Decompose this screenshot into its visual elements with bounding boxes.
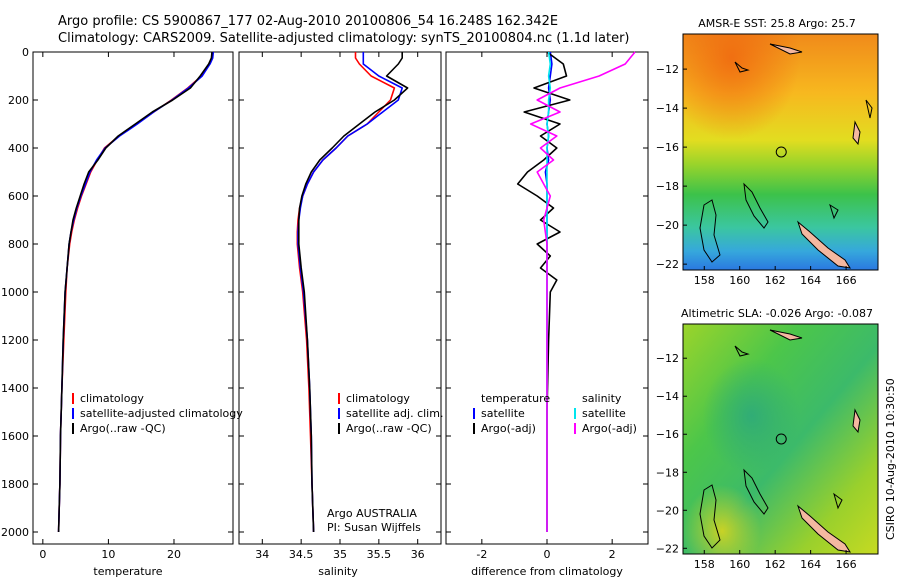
sla-map-ytick-label: −16	[656, 428, 679, 441]
difference-series-1	[516, 51, 571, 532]
sst-map-xtick-label: 158	[694, 274, 715, 287]
sst-coastlines	[699, 43, 873, 269]
legend-label-sal-satellite: satellite	[582, 407, 626, 420]
depth-tick-label: 2000	[1, 526, 29, 539]
salinity-plot: 34 34.5 35 35.5 36	[239, 51, 441, 561]
sst-map-title: AMSR-E SST: 25.8 Argo: 25.7	[698, 17, 856, 30]
sla-map-ytick-label: −22	[656, 542, 679, 555]
salinity-xtick-label: 36	[411, 548, 425, 561]
sla-high-patch	[683, 324, 878, 554]
depth-tick-label: 1800	[1, 478, 29, 491]
difference-xtick-label: -2	[476, 548, 487, 561]
sla-map-xtick-label: 162	[765, 558, 786, 571]
sla-map-ticks: 158 160 162 164 166 −12 −14 −16 −18 −20 −22	[656, 352, 857, 571]
sst-map-frame	[682, 33, 879, 271]
difference-xtick-label: 2	[609, 548, 616, 561]
sla-map-ytick-label: −12	[656, 352, 679, 365]
sst-map-xtick-label: 166	[836, 274, 857, 287]
depth-tick-label: 600	[8, 190, 29, 203]
legend-label-temp-satellite: satellite	[481, 407, 525, 420]
sst-argo-marker	[775, 146, 787, 158]
sla-map-xtick-label: 158	[694, 558, 715, 571]
sla-argo-marker	[775, 433, 787, 445]
sst-map-ticks: 158 160 162 164 166 −12 −14 −16 −18 −20 −22	[656, 63, 857, 287]
depth-tick-label: 200	[8, 94, 29, 107]
sst-map-ytick-label: −20	[656, 219, 679, 232]
sst-map-ytick-label: −22	[656, 258, 679, 271]
sst-warm-patch	[683, 34, 878, 270]
legend-title-salinity: salinity	[582, 392, 622, 405]
temperature-panel-frame	[32, 51, 234, 545]
legend-label-climatology: climatology	[346, 392, 410, 405]
sst-map-ytick-label: −18	[656, 180, 679, 193]
temperature-plot: 0 10 2002004006008001000120014001600180020…	[1, 46, 233, 561]
sst-map-xtick-label: 162	[765, 274, 786, 287]
salinity-panel-frame	[238, 51, 442, 545]
header-line-2: Climatology: CARS2009. Satellite-adjuste…	[58, 31, 630, 46]
difference-plot: -2 0 2	[446, 51, 648, 561]
depth-tick-label: 1200	[1, 334, 29, 347]
depth-tick-label: 400	[8, 142, 29, 155]
sst-map-ytick-label: −12	[656, 63, 679, 76]
legend-label-argo: Argo(..raw -QC)	[346, 422, 432, 435]
legend-label-satellite: satellite adj. clim.	[346, 407, 443, 420]
legend-label-climatology: climatology	[80, 392, 144, 405]
salinity-xtick-label: 35.5	[367, 548, 392, 561]
salinity-series-2	[297, 52, 409, 533]
sla-map-title: Altimetric SLA: -0.026 Argo: -0.087	[681, 307, 873, 320]
temperature-xlabel: temperature	[93, 565, 162, 578]
temperature-series-2	[57, 51, 213, 533]
pi-annotation: PI: Susan Wijffels	[327, 521, 421, 534]
salinity-xtick-label: 35	[333, 548, 347, 561]
sst-map-ytick-label: −14	[656, 102, 679, 115]
sla-map-xtick-label: 166	[836, 558, 857, 571]
depth-tick-label: 0	[22, 46, 29, 59]
sst-map-xtick-label: 164	[800, 274, 821, 287]
temperature-legend: climatology satellite-adjusted climatolo…	[72, 392, 243, 435]
temperature-xtick-label: 0	[39, 548, 46, 561]
salinity-legend: climatology satellite adj. clim. Argo(..…	[338, 392, 443, 435]
sst-map-xtick-label: 160	[729, 274, 750, 287]
sla-coastlines	[699, 329, 861, 553]
difference-series-3	[529, 51, 636, 532]
sla-map-xtick-label: 164	[800, 558, 821, 571]
legend-title-temperature: temperature	[481, 392, 550, 405]
difference-xlabel: difference from climatology	[471, 565, 623, 578]
salinity-series-1	[297, 52, 404, 533]
depth-tick-label: 1000	[1, 286, 29, 299]
sst-map-ytick-label: −16	[656, 141, 679, 154]
sla-map-ytick-label: −20	[656, 504, 679, 517]
legend-label-sal-argo: Argo(-adj)	[582, 422, 637, 435]
depth-tick-label: 1600	[1, 430, 29, 443]
depth-tick-label: 800	[8, 238, 29, 251]
sla-map-frame	[682, 323, 879, 555]
argo-country-annotation: Argo AUSTRALIA	[327, 507, 417, 520]
depth-tick-label: 1400	[1, 382, 29, 395]
salinity-xtick-label: 34.5	[289, 548, 314, 561]
legend-label-argo: Argo(..raw -QC)	[80, 422, 166, 435]
csiro-timestamp: CSIRO 10-Aug-2010 10:30:50	[884, 378, 897, 540]
header-line-1: Argo profile: CS 5900867_177 02-Aug-2010…	[58, 14, 558, 29]
legend-label-satellite: satellite-adjusted climatology	[80, 407, 243, 420]
difference-legend: temperature satellite Argo(-adj) salinit…	[473, 392, 637, 435]
salinity-xtick-label: 34	[255, 548, 269, 561]
sst-map	[682, 33, 879, 271]
sla-map-xtick-label: 160	[729, 558, 750, 571]
temperature-xtick-label: 20	[167, 548, 181, 561]
salinity-xlabel: salinity	[318, 565, 358, 578]
sla-map-ytick-label: −14	[656, 390, 679, 403]
difference-xtick-label: 0	[544, 548, 551, 561]
sla-map-ytick-label: −18	[656, 466, 679, 479]
temperature-xtick-label: 10	[101, 548, 115, 561]
sla-map	[682, 323, 879, 555]
legend-label-temp-argo: Argo(-adj)	[481, 422, 536, 435]
